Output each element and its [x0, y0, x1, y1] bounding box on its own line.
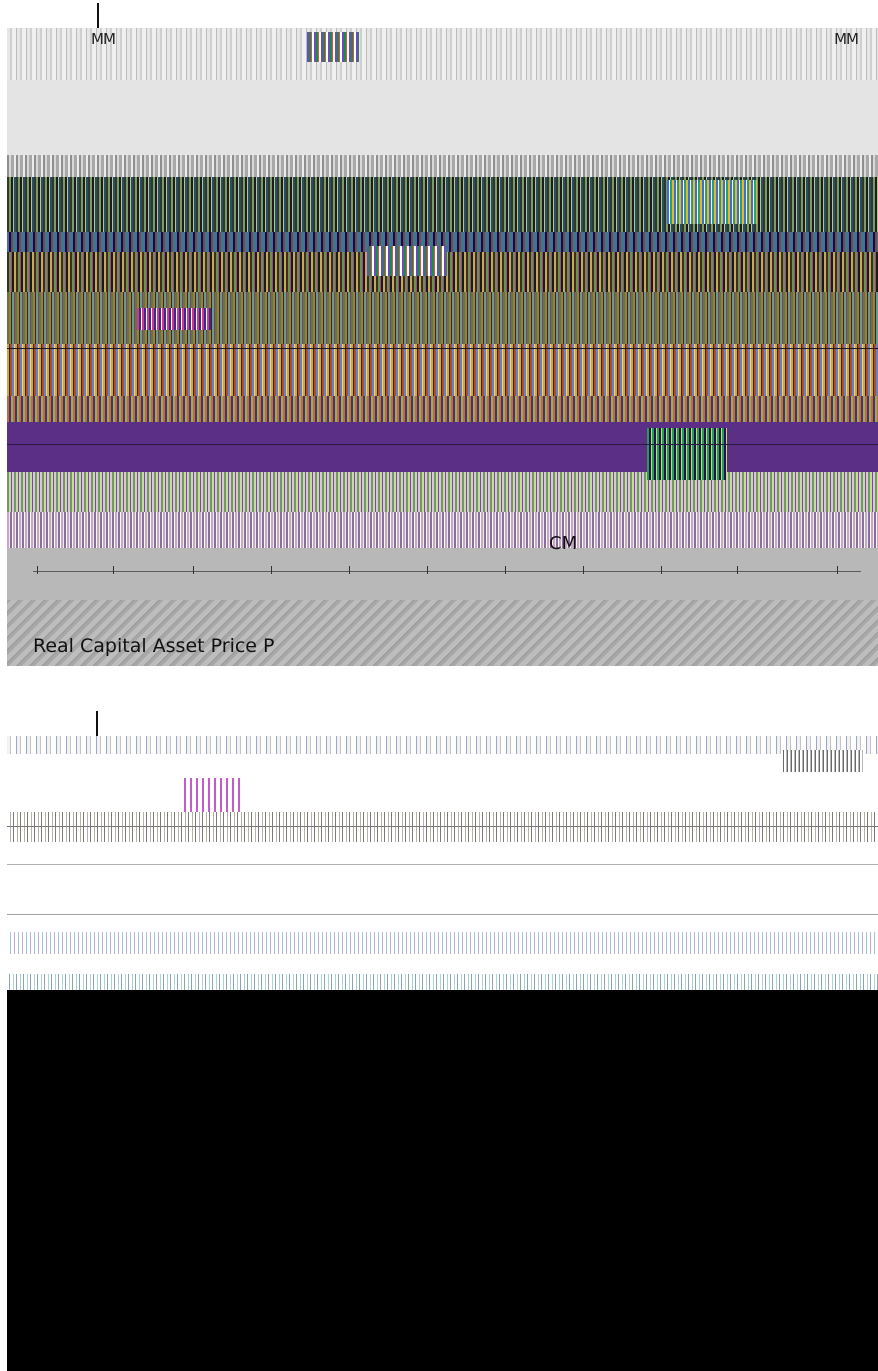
footer-band: [7, 548, 878, 600]
image-band: [7, 232, 878, 252]
glitch-block: [184, 778, 244, 812]
faint-image-panel: [7, 736, 878, 990]
scale-tick: [505, 566, 506, 574]
scale-tick: [661, 566, 662, 574]
glitch-block: [783, 750, 863, 772]
rendered-image-panel: MM MM CM Real Capital Asset Price P: [7, 28, 878, 666]
image-band: [7, 512, 878, 548]
divider-line: [7, 914, 878, 915]
unit-label-center: CM: [549, 533, 578, 554]
image-band-purple: [7, 422, 878, 472]
image-band: [7, 932, 878, 954]
divider-line: [7, 864, 878, 865]
image-band: [7, 80, 878, 155]
unit-label-right: MM: [834, 30, 859, 48]
black-region: [7, 990, 878, 1371]
image-band: [7, 812, 878, 842]
scale-tick: [271, 566, 272, 574]
scale-tick: [583, 566, 584, 574]
footer-band-hatched: [7, 600, 878, 666]
divider-line: [7, 348, 878, 349]
image-band: [7, 472, 878, 512]
glitch-block: [367, 246, 447, 276]
scale-tick: [193, 566, 194, 574]
scale-tick: [113, 566, 114, 574]
scale-tick: [837, 566, 838, 574]
image-band: [7, 396, 878, 422]
panel-title: Real Capital Asset Price P: [33, 635, 275, 657]
glitch-block: [307, 32, 359, 62]
divider-line: [7, 826, 878, 827]
image-band: [7, 974, 878, 990]
glitch-block: [647, 428, 727, 480]
text-cursor: [97, 3, 99, 29]
image-band: [7, 344, 878, 396]
scale-tick: [37, 566, 38, 574]
divider-line: [7, 444, 878, 445]
image-band: [7, 28, 878, 80]
unit-label-left: MM: [91, 30, 116, 48]
image-band: [7, 155, 878, 177]
scale-tick: [427, 566, 428, 574]
scale-tick: [349, 566, 350, 574]
glitch-block: [137, 308, 211, 330]
text-cursor: [96, 711, 98, 737]
image-band: [7, 736, 878, 754]
glitch-block: [667, 180, 757, 224]
scale-bar: [33, 571, 861, 572]
scale-tick: [737, 566, 738, 574]
